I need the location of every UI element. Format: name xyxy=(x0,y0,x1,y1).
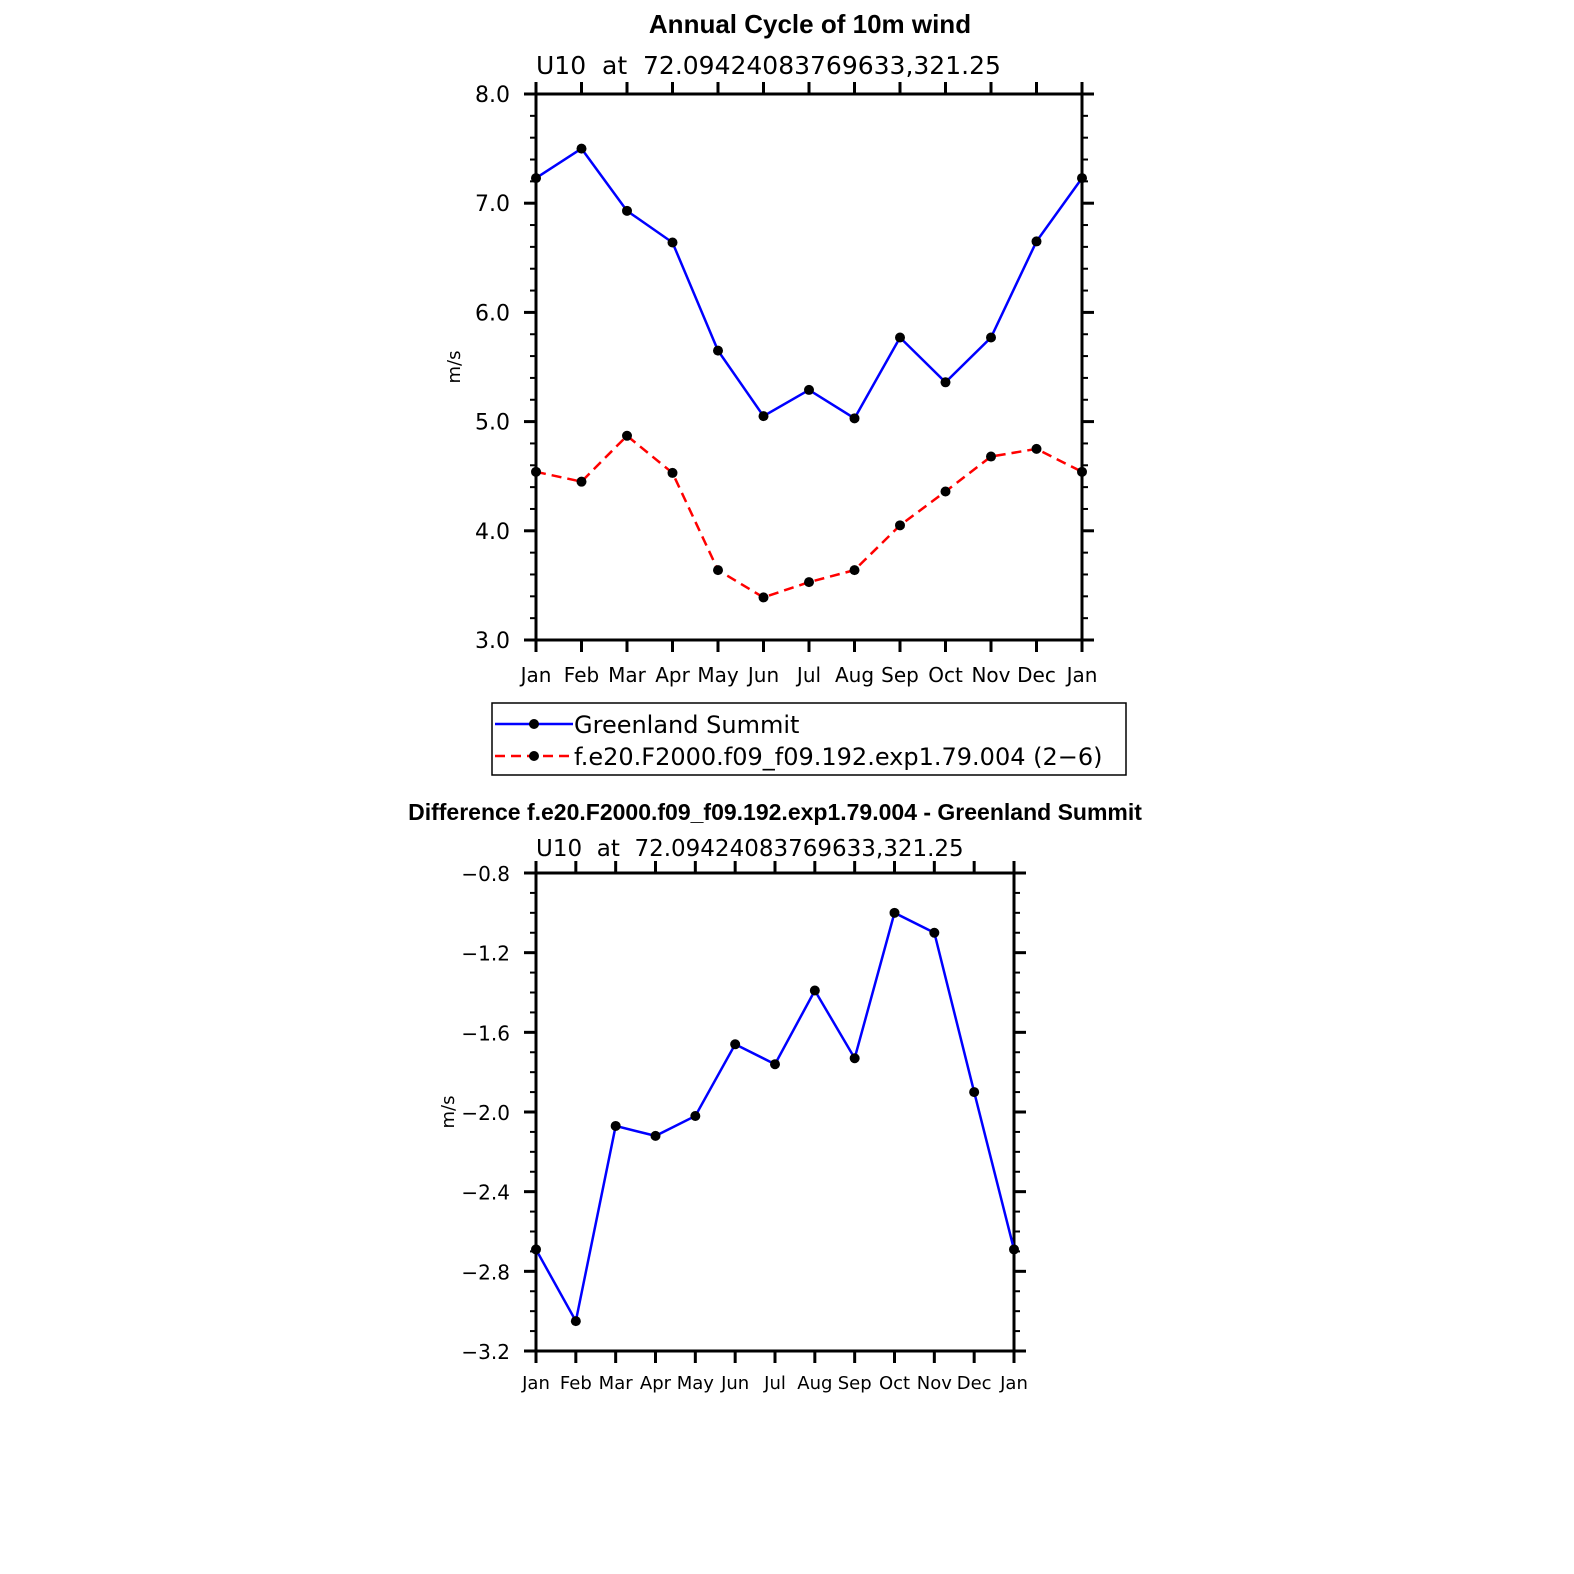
series-line-0 xyxy=(535,146,1084,421)
data-point xyxy=(650,1130,661,1141)
y-tick-label: 4.0 xyxy=(475,520,510,545)
x-tick-label: Oct xyxy=(879,1373,910,1394)
data-point xyxy=(929,927,940,938)
data-point xyxy=(576,476,587,487)
data-point xyxy=(531,466,541,477)
data-point xyxy=(895,520,905,531)
data-point xyxy=(849,1053,860,1064)
x-tick-label: Sep xyxy=(881,663,919,687)
data-point xyxy=(809,985,820,996)
x-tick-label: Oct xyxy=(928,663,963,687)
x-tick-label: Sep xyxy=(838,1373,872,1394)
data-point xyxy=(804,577,814,588)
data-point xyxy=(758,592,769,603)
data-point xyxy=(1009,1244,1019,1255)
data-point xyxy=(889,907,900,918)
x-tick-label: Jun xyxy=(746,663,779,687)
x-tick-label: Mar xyxy=(608,663,647,687)
y-tick-label: 3.0 xyxy=(475,629,510,654)
x-tick-label: Jan xyxy=(999,1373,1028,1394)
data-point xyxy=(1077,466,1087,477)
x-tick-label: May xyxy=(697,663,739,687)
data-point xyxy=(986,451,996,462)
x-tick-label: Aug xyxy=(797,1373,832,1394)
series-line-0 xyxy=(534,911,1016,1325)
x-tick-label: May xyxy=(677,1373,715,1394)
data-point xyxy=(713,565,723,576)
x-tick-label: Jan xyxy=(521,1373,550,1394)
data-point xyxy=(1031,236,1042,247)
legend-label-model: f.e20.F2000.f09_f09.192.exp1.79.004 (2−6… xyxy=(574,743,1102,771)
chart2-title: Difference f.e20.F2000.f09_f09.192.exp1.… xyxy=(408,799,1142,825)
data-point xyxy=(667,237,678,248)
plot-frame xyxy=(534,92,1084,642)
x-tick-label: Dec xyxy=(1017,663,1056,687)
data-point xyxy=(940,377,951,388)
x-tick-label: Apr xyxy=(655,663,690,687)
x-tick-label: Nov xyxy=(917,1373,952,1394)
legend-marker-greenland xyxy=(529,719,539,729)
y-tick-label: −3.2 xyxy=(461,1340,510,1364)
x-tick-label: Feb xyxy=(564,663,599,687)
data-point xyxy=(1031,443,1042,454)
data-point xyxy=(576,143,587,154)
y-tick-label: 6.0 xyxy=(475,301,510,326)
data-point xyxy=(622,430,632,441)
x-tick-label: Mar xyxy=(599,1373,634,1394)
series-line-1 xyxy=(535,434,1083,599)
chart2-ylabel: m/s xyxy=(438,1096,459,1129)
y-tick-label: 8.0 xyxy=(475,83,510,108)
y-tick-label: −0.8 xyxy=(461,862,510,886)
data-point xyxy=(690,1110,701,1121)
data-point xyxy=(849,565,860,576)
data-point xyxy=(531,173,541,184)
data-point xyxy=(804,384,814,395)
data-point xyxy=(849,413,860,424)
data-point xyxy=(940,486,951,497)
chart1-subtitle: U10 at 72.09424083769633,321.25 xyxy=(536,51,1001,80)
data-point xyxy=(986,332,996,343)
data-point xyxy=(895,332,905,343)
data-point xyxy=(730,1039,741,1050)
y-tick-label: −2.8 xyxy=(461,1260,510,1284)
data-point xyxy=(770,1059,780,1070)
y-tick-label: −1.6 xyxy=(461,1021,510,1045)
data-point xyxy=(758,411,769,422)
x-tick-label: Aug xyxy=(835,663,874,687)
data-point xyxy=(713,345,723,356)
x-tick-label: Jan xyxy=(519,663,552,687)
chart1-title: Annual Cycle of 10m wind xyxy=(649,9,971,39)
data-point xyxy=(570,1316,581,1327)
data-point xyxy=(531,1244,541,1255)
legend-box xyxy=(491,702,1127,776)
difference-chart: Difference f.e20.F2000.f09_f09.192.exp1.… xyxy=(408,799,1142,1394)
annual-cycle-chart: Annual Cycle of 10m wind U10 at 72.09424… xyxy=(444,9,1127,776)
data-point xyxy=(1077,173,1087,184)
x-tick-label: Dec xyxy=(957,1373,992,1394)
x-tick-label: Feb xyxy=(560,1373,592,1394)
y-tick-label: −1.2 xyxy=(461,942,510,966)
chart2-subtitle: U10 at 72.09424083769633,321.25 xyxy=(536,836,964,862)
data-point xyxy=(610,1120,621,1131)
x-tick-label: Nov xyxy=(971,663,1010,687)
x-tick-label: Jun xyxy=(720,1373,749,1394)
legend-label-greenland: Greenland Summit xyxy=(574,711,799,739)
x-tick-label: Jul xyxy=(763,1373,786,1394)
y-tick-label: −2.4 xyxy=(461,1181,510,1205)
x-tick-label: Jul xyxy=(795,663,821,687)
data-point xyxy=(667,467,678,478)
chart1-ylabel: m/s xyxy=(444,351,465,384)
data-point xyxy=(969,1087,980,1098)
chart1-legend: Greenland Summit f.e20.F2000.f09_f09.192… xyxy=(491,702,1127,776)
y-tick-label: 7.0 xyxy=(475,192,510,217)
y-tick-label: −2.0 xyxy=(461,1101,510,1125)
data-point xyxy=(622,205,632,216)
y-tick-label: 5.0 xyxy=(475,411,510,436)
x-tick-label: Apr xyxy=(640,1373,672,1394)
x-tick-label: Jan xyxy=(1065,663,1098,687)
legend-marker-model xyxy=(529,751,539,761)
plot-frame xyxy=(534,871,1016,1353)
